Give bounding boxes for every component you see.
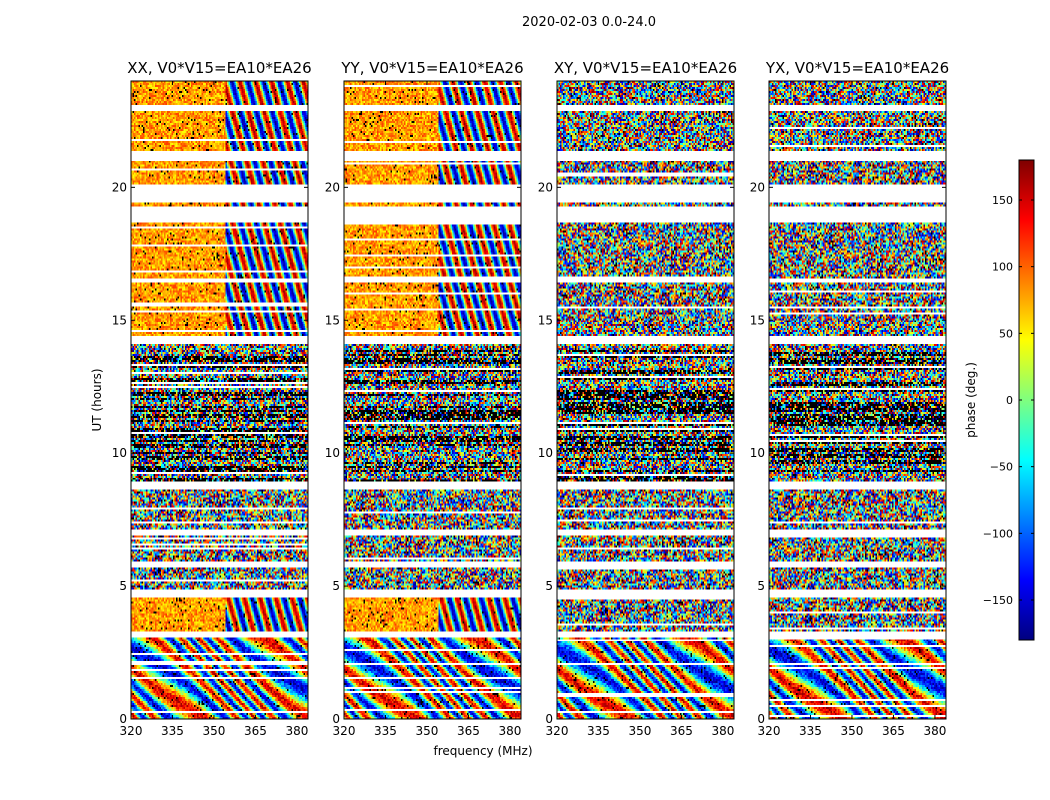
y-tick-label: 5: [119, 579, 127, 593]
x-tick-label: 365: [244, 724, 267, 738]
y-tick-label: 15: [112, 313, 127, 327]
x-tick-label: 335: [799, 724, 822, 738]
axes-frame: [343, 80, 522, 720]
panel-yx: YX, V0*V15=EA10*EA26 320 335 350 365 380 0 5 10 1…: [750, 59, 949, 738]
y-tick-label: 20: [112, 180, 127, 194]
axes-frame: [768, 80, 947, 720]
y-tick-label: 10: [750, 446, 765, 460]
y-tick-label: 20: [538, 180, 553, 194]
colorbar-tick-label: 150: [992, 194, 1013, 207]
x-tick-label: 320: [758, 724, 781, 738]
x-tick-label: 320: [120, 724, 143, 738]
y-tick-label: 15: [325, 313, 340, 327]
figure-suptitle: 2020-02-03 0.0-24.0: [522, 15, 656, 30]
heatmap-image: [131, 81, 308, 719]
y-tick-label: 20: [750, 180, 765, 194]
heatmap-image: [344, 81, 521, 719]
y-tick-label: 0: [332, 712, 340, 726]
y-tick-label: 20: [325, 180, 340, 194]
y-tick-label: 5: [545, 579, 553, 593]
y-tick-label: 0: [545, 712, 553, 726]
colorbar-tick-label: −100: [983, 527, 1013, 540]
x-tick-label: 380: [923, 724, 946, 738]
colorbar-label: phase (deg.): [964, 362, 978, 438]
y-tick-label: 10: [538, 446, 553, 460]
y-tick-label: 15: [750, 313, 765, 327]
y-tick-label: 0: [119, 712, 127, 726]
y-tick-label: 10: [112, 446, 127, 460]
panel-yy: YY, V0*V15=EA10*EA26 320 335 350 365 380 0 5 10 1…: [325, 59, 524, 738]
colorbar-tick-label: 50: [999, 327, 1013, 340]
x-tick-label: 320: [546, 724, 569, 738]
panel-xy: XY, V0*V15=EA10*EA26 320 335 350 365 380 0 5 10 1…: [538, 59, 737, 738]
y-tick-label: 15: [538, 313, 553, 327]
x-tick-label: 350: [629, 724, 652, 738]
panel-xx: XX, V0*V15=EA10*EA26 320 335 350 365 380 0 5 10 1…: [112, 59, 312, 738]
y-tick-label: 5: [757, 579, 765, 593]
y-tick-label: 10: [325, 446, 340, 460]
panels: XX, V0*V15=EA10*EA26 320 335 350 365 380 0 5 10 1…: [112, 59, 949, 738]
x-tick-label: 350: [203, 724, 226, 738]
axes-frame: [556, 80, 735, 720]
x-tick-label: 365: [670, 724, 693, 738]
shared-labels: frequency (MHz) UT (hours): [90, 368, 533, 758]
x-tick-label: 380: [498, 724, 521, 738]
y-tick-label: 5: [332, 579, 340, 593]
x-tick-label: 335: [161, 724, 184, 738]
colorbar-tick-label: −50: [990, 461, 1013, 474]
x-tick-label: 335: [587, 724, 610, 738]
colorbar-tick-label: 0: [1006, 394, 1013, 407]
colorbar-tick-label: −150: [983, 594, 1013, 607]
panel-title: YY, V0*V15=EA10*EA26: [340, 59, 523, 77]
x-tick-label: 380: [711, 724, 734, 738]
panel-title: YX, V0*V15=EA10*EA26: [765, 59, 949, 77]
x-tick-label: 350: [841, 724, 864, 738]
x-tick-label: 365: [457, 724, 480, 738]
x-tick-label: 320: [333, 724, 356, 738]
x-axis-label: frequency (MHz): [433, 744, 532, 758]
heatmap-image: [557, 81, 734, 719]
panel-title: XX, V0*V15=EA10*EA26: [127, 59, 311, 77]
y-tick-label: 0: [757, 712, 765, 726]
colorbar-tick-label: 100: [992, 261, 1013, 274]
x-tick-label: 380: [285, 724, 308, 738]
y-axis-label: UT (hours): [90, 368, 104, 431]
x-tick-label: 335: [374, 724, 397, 738]
panel-title: XY, V0*V15=EA10*EA26: [554, 59, 737, 77]
x-tick-label: 365: [882, 724, 905, 738]
heatmap-image: [769, 81, 946, 719]
x-tick-label: 350: [416, 724, 439, 738]
colorbar: −150 −100 −50 0 50 100 150 phase (deg.): [964, 159, 1035, 641]
axes-frame: [130, 80, 309, 720]
